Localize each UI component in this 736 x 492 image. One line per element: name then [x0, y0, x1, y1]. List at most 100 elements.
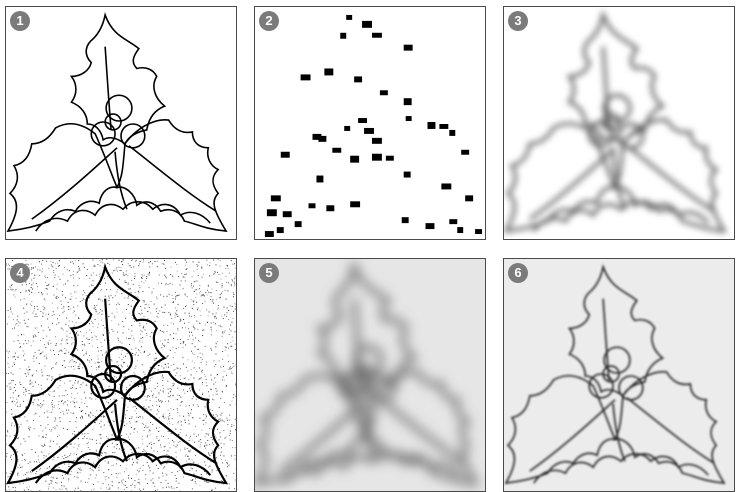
noise-speck: [234, 263, 236, 265]
noise-speck: [114, 452, 116, 454]
noise-speck: [193, 299, 195, 301]
noise-speck: [175, 478, 177, 479]
noise-speck: [126, 353, 128, 355]
noise-speck: [221, 335, 223, 337]
noise-speck: [223, 455, 225, 457]
noise-speck: [161, 306, 163, 308]
noise-speck: [42, 445, 44, 447]
noise-speck: [116, 267, 118, 269]
noise-speck: [132, 462, 134, 464]
noise-speck: [212, 313, 214, 315]
noise-speck: [43, 400, 45, 402]
noise-speck: [44, 444, 46, 446]
noise-speck: [44, 299, 46, 301]
noise-speck: [123, 326, 125, 328]
noise-speck: [150, 312, 152, 314]
noise-speck: [86, 353, 87, 355]
noise-speck: [213, 259, 215, 261]
noise-speck: [153, 442, 155, 444]
noise-speck: [42, 337, 44, 339]
noise-speck: [161, 343, 163, 345]
noise-speck: [169, 391, 171, 393]
noise-speck: [99, 442, 101, 444]
noise-speck: [170, 322, 172, 324]
noise-speck: [209, 262, 211, 264]
noise-speck: [28, 373, 30, 375]
noise-speck: [215, 342, 217, 344]
noise-speck: [146, 275, 148, 277]
noise-speck: [100, 290, 102, 292]
noise-speck: [77, 330, 79, 332]
noise-speck: [113, 464, 115, 466]
noise-speck: [221, 412, 223, 414]
noise-speck: [220, 398, 222, 400]
noise-speck: [101, 372, 103, 374]
noise-speck: [81, 469, 83, 471]
noise-speck: [41, 294, 43, 296]
noise-speck: [102, 333, 104, 335]
noise-speck: [164, 311, 166, 313]
noise-speck: [145, 478, 147, 480]
noise-speck: [45, 354, 47, 356]
noise-speck: [76, 471, 78, 473]
noise-speck: [15, 414, 17, 416]
noise-speck: [97, 263, 99, 265]
noise-speck: [181, 272, 183, 274]
noise-speck: [210, 389, 212, 391]
noise-speck: [195, 483, 197, 485]
noise-speck: [180, 421, 182, 423]
noise-speck: [148, 304, 150, 306]
noise-speck: [145, 474, 147, 476]
noise-speck: [111, 411, 113, 413]
noise-speck: [35, 313, 37, 315]
noise-speck: [59, 417, 61, 419]
noise-speck: [71, 392, 73, 394]
noise-speck: [72, 342, 74, 344]
noise-speck: [10, 311, 12, 313]
noise-speck: [72, 387, 74, 389]
noise-speck: [25, 406, 27, 408]
noise-speck: [87, 459, 89, 461]
noise-speck: [20, 384, 22, 386]
noise-speck: [117, 473, 119, 475]
noise-speck: [29, 426, 31, 428]
noise-speck: [66, 317, 68, 319]
noise-speck: [148, 426, 150, 428]
noise-speck: [68, 351, 70, 353]
noise-speck: [31, 448, 33, 450]
noise-speck: [6, 402, 8, 404]
noise-speck: [78, 431, 80, 433]
noise-speck: [231, 279, 233, 281]
noise-speck: [120, 267, 122, 269]
noise-speck: [222, 318, 224, 320]
noise-speck: [224, 346, 226, 348]
noise-speck: [119, 390, 121, 392]
noise-speck: [92, 466, 94, 468]
noise-speck: [103, 416, 105, 418]
noise-speck: [178, 395, 180, 397]
noise-speck: [43, 309, 45, 311]
noise-speck: [68, 270, 70, 272]
noise-speck: [194, 346, 196, 348]
noise-speck: [131, 335, 133, 337]
noise-speck: [176, 367, 178, 369]
noise-speck: [63, 457, 65, 459]
noise-speck: [230, 345, 232, 347]
pixel-sample: [403, 171, 411, 178]
noise-speck: [28, 366, 30, 368]
noise-speck: [111, 442, 113, 444]
panel-number-badge: 6: [508, 263, 528, 283]
noise-speck: [84, 436, 86, 438]
noise-speck: [129, 401, 131, 403]
noise-speck: [184, 327, 186, 329]
noise-speck: [68, 325, 70, 327]
noise-speck: [103, 415, 105, 417]
noise-speck: [164, 363, 166, 365]
noise-speck: [61, 364, 63, 366]
noise-speck: [138, 350, 140, 352]
noise-speck: [100, 289, 102, 291]
noise-speck: [77, 380, 79, 382]
noise-speck: [57, 265, 59, 267]
noise-speck: [94, 416, 96, 418]
noise-speck: [93, 265, 95, 267]
